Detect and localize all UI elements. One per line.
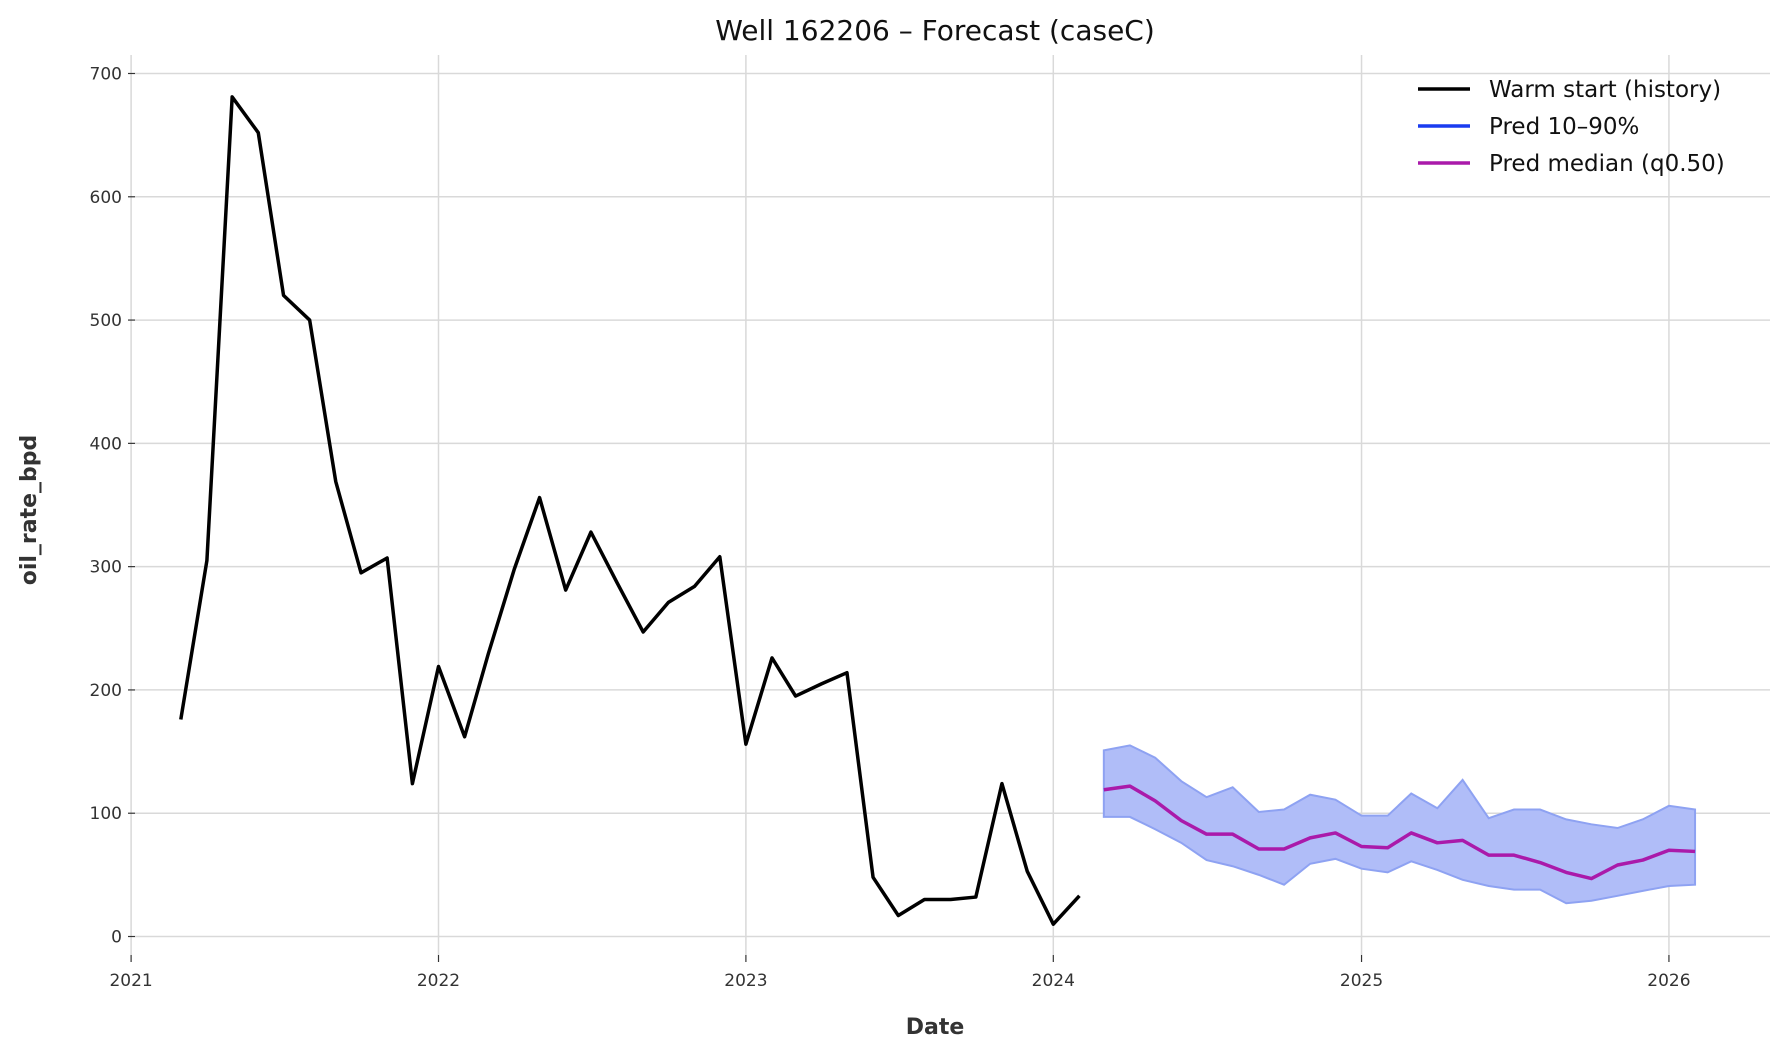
history-line bbox=[179, 95, 1081, 926]
prediction-band bbox=[1102, 744, 1697, 905]
x-tick-label: 2023 bbox=[724, 971, 767, 991]
legend-label: Pred 10–90% bbox=[1489, 114, 1639, 140]
x-axis-ticks: 2021 2022 2023 2024 2025 2026 bbox=[109, 955, 1691, 991]
y-tick-label: 600 bbox=[90, 188, 122, 208]
y-tick-label: 0 bbox=[111, 928, 122, 948]
x-tick-label: 2022 bbox=[417, 971, 460, 991]
x-tick-label: 2025 bbox=[1340, 971, 1383, 991]
series-lines bbox=[179, 95, 1696, 926]
y-tick-label: 300 bbox=[90, 558, 122, 578]
legend: Warm start (history) Pred 10–90% Pred medi… bbox=[1418, 77, 1725, 177]
y-axis-ticks: 0 100 200 300 400 500 600 700 bbox=[90, 64, 135, 948]
median-line bbox=[1103, 784, 1696, 881]
y-tick-label: 200 bbox=[90, 681, 122, 701]
y-tick-label: 700 bbox=[90, 64, 122, 84]
y-tick-label: 500 bbox=[90, 311, 122, 331]
y-tick-label: 400 bbox=[90, 434, 122, 454]
y-axis-label: oil_rate_bpd bbox=[17, 435, 42, 586]
y-tick-label: 100 bbox=[90, 804, 122, 824]
chart-title: Well 162206 – Forecast (caseC) bbox=[715, 14, 1155, 47]
band-10-90-area bbox=[1102, 744, 1697, 905]
x-axis-label: Date bbox=[906, 1015, 965, 1040]
x-tick-label: 2021 bbox=[109, 971, 152, 991]
legend-label: Pred median (q0.50) bbox=[1489, 151, 1725, 177]
x-tick-label: 2026 bbox=[1647, 971, 1690, 991]
grid-lines bbox=[130, 55, 1770, 955]
legend-label: Warm start (history) bbox=[1489, 77, 1721, 103]
x-tick-label: 2024 bbox=[1032, 971, 1075, 991]
